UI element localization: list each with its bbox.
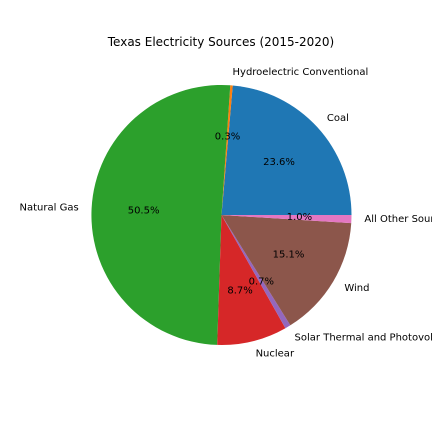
pie-label-nuclear: Nuclear <box>256 348 295 359</box>
pie-label-all-other-sources: All Other Sources <box>364 214 432 225</box>
pie-label-coal: Coal <box>327 113 349 124</box>
pie-percent-solar-thermal-and-photovoltaic: 0.7% <box>249 277 274 288</box>
pie-label-solar-thermal-and-photovoltaic: Solar Thermal and Photovoltaic <box>295 332 432 343</box>
pie-percent-all-other-sources: 1.0% <box>287 212 312 223</box>
pie-percent-natural-gas: 50.5% <box>128 206 160 217</box>
pie-label-wind: Wind <box>344 283 369 294</box>
pie-slice-solar-thermal-and-photovoltaic <box>221 215 291 329</box>
pie-slice-hydroelectric-conventional <box>221 85 233 215</box>
pie-slice-natural-gas <box>91 84 231 345</box>
pie-label-natural-gas: Natural Gas <box>20 202 79 213</box>
pie-slice-nuclear <box>217 215 286 346</box>
pie-slices <box>91 84 352 346</box>
pie-category-labels: Coal Hydroelectric Conventional Natural Ga… <box>20 67 432 359</box>
pie-percent-hydroelectric-conventional: 0.3% <box>215 132 240 143</box>
pie-percent-wind: 15.1% <box>273 249 305 260</box>
pie-slice-wind <box>221 215 352 326</box>
pie-percent-nuclear: 8.7% <box>227 285 252 296</box>
pie-slice-coal <box>221 85 352 216</box>
pie-percent-labels: 23.6% 0.3% 50.5% 8.7%0.7% 15.1% 1.0% <box>128 132 312 297</box>
pie-percent-coal: 23.6% <box>263 157 295 168</box>
pie-slice-all-other-sources <box>221 215 352 224</box>
pie-label-hydroelectric-conventional: Hydroelectric Conventional <box>233 67 369 78</box>
chart-title: Texas Electricity Sources (2015-2020) <box>107 35 334 49</box>
